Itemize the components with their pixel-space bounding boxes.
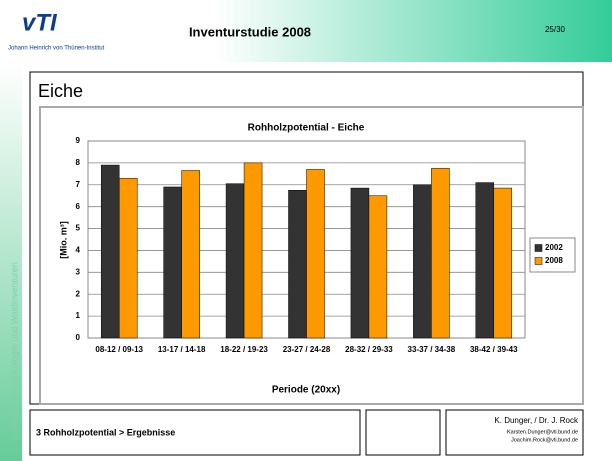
y-tick-label: 4 [76, 246, 81, 255]
bar [163, 186, 182, 339]
bar [243, 162, 263, 339]
y-axis-label: [Mio. m³] [58, 221, 68, 259]
x-tick-label: 38-42 / 39-43 [469, 345, 518, 354]
y-tick-label: 8 [76, 158, 81, 167]
bar [493, 187, 513, 339]
footer-text: 3 Rohholzpotential > Ergebnisse [36, 427, 175, 437]
chart-title: Rohholzpotential - Eiche [248, 123, 365, 134]
bar [181, 170, 200, 339]
footer-box [365, 409, 441, 456]
side-band [0, 62, 22, 461]
bar [431, 168, 450, 339]
bar [350, 187, 370, 339]
legend-swatch [534, 257, 543, 265]
bar [288, 190, 307, 339]
bar [225, 183, 245, 339]
x-tick-label: 23-27 / 24-28 [282, 345, 331, 354]
bar [306, 169, 325, 339]
page-number: 25/30 [545, 25, 566, 34]
side-text: Institut für Waldökologie und Waldinvent… [9, 262, 19, 440]
x-tick-label: 18-22 / 19-23 [220, 345, 268, 354]
y-tick-label: 9 [76, 136, 81, 145]
y-tick-label: 1 [76, 311, 81, 320]
bar [100, 164, 120, 339]
email: Karsten.Dunger@vti.bund.de [507, 429, 578, 435]
header-band [0, 0, 612, 62]
header-title: Inventurstudie 2008 [189, 24, 311, 39]
bar [118, 177, 138, 339]
x-axis-label: Periode (20xx) [272, 385, 340, 396]
y-tick-label: 7 [76, 180, 81, 189]
x-tick-label: 28-32 / 29-33 [345, 345, 393, 354]
x-tick-label: 08-12 / 09-13 [95, 345, 143, 354]
footer-box [445, 409, 584, 456]
email: Joachim.Rock@vti.bund.de [511, 437, 578, 443]
bar [413, 184, 432, 339]
bar [368, 195, 388, 339]
logo-sub: Johann Heinrich von Thünen-Institut [8, 46, 105, 52]
y-tick-label: 2 [76, 289, 81, 298]
bar [475, 182, 495, 339]
logo: vTI [22, 9, 58, 36]
legend-label: 2002 [545, 243, 563, 252]
y-tick-label: 3 [76, 267, 81, 276]
footer-box [29, 409, 361, 456]
legend-box [529, 237, 576, 273]
legend-swatch [534, 244, 543, 252]
heading: Eiche [38, 81, 83, 101]
x-tick-label: 33-37 / 34-38 [407, 345, 456, 354]
y-tick-label: 5 [76, 224, 81, 233]
authors: K. Dunger, / Dr. J. Rock [494, 416, 579, 425]
x-tick-label: 13-17 / 14-18 [157, 345, 206, 354]
y-tick-label: 0 [76, 333, 81, 342]
legend-label: 2008 [545, 256, 563, 265]
y-tick-label: 6 [76, 202, 81, 211]
